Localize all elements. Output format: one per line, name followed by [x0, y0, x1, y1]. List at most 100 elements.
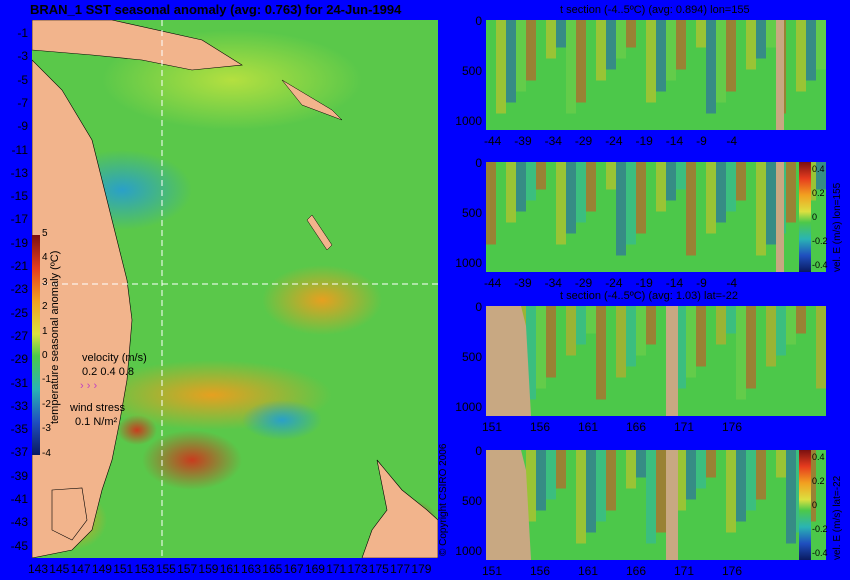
section-stripe: [676, 162, 686, 190]
section-stripe: [726, 20, 736, 92]
sst-anomaly-map: [32, 20, 438, 558]
lon-tick-label: 161: [219, 562, 240, 576]
section-stripe: [806, 162, 816, 201]
section-stripe: [526, 20, 536, 81]
section-stripe: [656, 20, 666, 92]
lat-tick-label: -31: [10, 375, 28, 390]
section-land: [666, 306, 678, 416]
section-plot: [486, 306, 826, 416]
section-stripe: [726, 306, 736, 334]
section-stripe: [656, 306, 666, 334]
section-stripe: [656, 162, 666, 212]
velocity-colorbar-tick: -0.2: [812, 524, 828, 534]
section-x-tick-label: -34: [544, 134, 562, 148]
section-stripe: [686, 162, 696, 256]
section-stripe: [626, 450, 636, 489]
section-stripe: [636, 450, 646, 478]
section-y-tick-label: 500: [461, 64, 482, 78]
section-stripe: [586, 450, 596, 533]
section-stripe: [556, 306, 566, 367]
velocity-legend-label: velocity (m/s): [82, 352, 147, 364]
land-new-guinea: [32, 20, 243, 71]
lat-tick-label: -41: [10, 492, 28, 506]
velocity-colorbar: [799, 450, 811, 560]
section-x-tick-label: -14: [665, 276, 684, 290]
section-x-tick-label: 171: [674, 564, 695, 578]
lon-tick-label: 165: [262, 562, 283, 576]
lat-tick-label: -35: [10, 422, 28, 437]
section-stripe: [786, 450, 796, 544]
section-stripe: [596, 306, 606, 400]
section-x-tick-label: -29: [574, 276, 593, 290]
section-stripe: [536, 162, 546, 190]
section-x-tick-label: -9: [696, 134, 707, 148]
section-stripe: [646, 162, 656, 223]
section-stripe: [636, 162, 646, 234]
section-stripe: [806, 20, 816, 81]
lat-tick-label: -25: [10, 305, 28, 320]
anomaly-hot-tasman: [142, 430, 242, 490]
section-stripe: [646, 450, 656, 544]
section-x-tick-label: -19: [635, 134, 653, 148]
land-australia: [32, 59, 133, 558]
lon-tick-label: 173: [347, 562, 368, 576]
section-stripe: [816, 20, 826, 70]
lat-tick-label: -23: [10, 282, 28, 297]
section-y-tick-label: 1000: [455, 114, 482, 128]
section-stripe: [506, 162, 516, 223]
lon-tick-label: 171: [326, 562, 347, 576]
velocity-legend-arrows: › › ›: [80, 380, 98, 392]
section-stripe: [616, 306, 626, 378]
section-stripe: [556, 162, 566, 245]
map-title: BRAN_1 SST seasonal anomaly (avg: 0.763)…: [30, 2, 402, 17]
anomaly-cool-tasman: [242, 400, 322, 440]
lon-tick-label: 169: [304, 562, 325, 576]
velocity-colorbar-tick: -0.4: [812, 260, 828, 270]
section-stripe: [586, 20, 596, 92]
section-stripe: [796, 20, 806, 92]
section-stripe: [576, 450, 586, 544]
section-stripe: [736, 20, 746, 81]
section-stripe: [646, 306, 656, 345]
velocity-colorbar-tick: 0.2: [812, 188, 825, 198]
section-plot: [486, 162, 826, 272]
lat-tick-label: -15: [10, 189, 28, 204]
section-stripe: [566, 450, 576, 478]
section-stripe: [816, 162, 826, 190]
section-stripe: [596, 20, 606, 81]
section-stripe: [546, 162, 556, 256]
section-stripe: [566, 162, 576, 234]
land-solomon-islands: [281, 79, 343, 121]
section-stripe: [586, 306, 596, 334]
section-stripe: [736, 450, 746, 522]
section-stripe: [566, 306, 576, 356]
lon-tick-label: 157: [177, 562, 198, 576]
lat-tick-label: -37: [10, 445, 28, 460]
lat-tick-label: -9: [17, 119, 28, 134]
section-y-tick-label: 500: [461, 350, 482, 364]
section-stripe: [716, 162, 726, 223]
section-y-tick-label: 0: [475, 444, 482, 458]
section-stripe: [546, 20, 556, 59]
colorbar-tick-label: -2: [42, 398, 51, 410]
section-x-tick-label: -4: [726, 276, 738, 290]
section-x-tick-label: 176: [722, 420, 743, 434]
section-stripe: [736, 306, 746, 400]
lat-tick-label: -11: [11, 142, 28, 157]
section-stripe: [756, 20, 766, 59]
section-plot: [486, 450, 826, 560]
section-stripe: [516, 162, 526, 212]
section-stripe: [806, 306, 816, 400]
section-stripe: [606, 450, 616, 511]
section-panel-title: t section (-4..5ºC) (avg: 0.894) lon=155: [560, 4, 750, 16]
colorbar-tick-label: 4: [42, 252, 48, 264]
colorbar-tick-label: 3: [42, 276, 48, 288]
section-panel-title: t section (-4..5ºC) (avg: 1.03) lat=-22: [560, 290, 738, 302]
section-stripe: [526, 450, 536, 522]
section-x-tick-label: 156: [530, 564, 551, 578]
section-x-tick-label: -39: [514, 276, 532, 290]
section-stripe: [616, 20, 626, 59]
colorbar-tick-label: 1: [42, 325, 48, 337]
section-stripe: [656, 450, 666, 533]
lon-tick-label: 175: [368, 562, 389, 576]
